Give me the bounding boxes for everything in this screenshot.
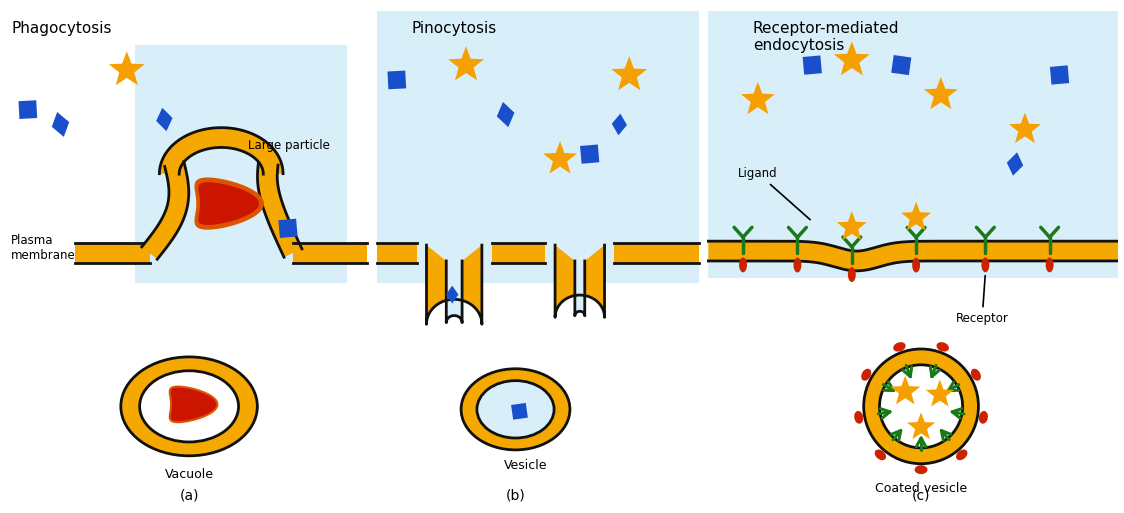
Polygon shape <box>109 51 145 85</box>
Polygon shape <box>179 145 263 174</box>
Text: (b): (b) <box>506 488 525 502</box>
Polygon shape <box>611 56 647 90</box>
Polygon shape <box>293 243 368 263</box>
Polygon shape <box>18 100 37 119</box>
Ellipse shape <box>477 381 554 438</box>
Text: (a): (a) <box>180 488 199 502</box>
Polygon shape <box>543 141 577 173</box>
Polygon shape <box>197 181 261 226</box>
Ellipse shape <box>913 258 921 272</box>
Ellipse shape <box>971 369 981 381</box>
Polygon shape <box>836 211 867 240</box>
Polygon shape <box>1007 152 1023 175</box>
Ellipse shape <box>854 411 863 424</box>
Ellipse shape <box>461 369 570 450</box>
Text: Receptor: Receptor <box>955 275 1008 325</box>
Polygon shape <box>257 163 302 257</box>
Polygon shape <box>446 261 462 323</box>
Circle shape <box>879 365 962 448</box>
Polygon shape <box>611 113 627 135</box>
Polygon shape <box>891 55 912 75</box>
Polygon shape <box>834 42 870 75</box>
Ellipse shape <box>979 411 988 424</box>
Ellipse shape <box>794 258 801 272</box>
Text: Plasma
membrane: Plasma membrane <box>11 234 75 262</box>
Ellipse shape <box>139 371 238 442</box>
FancyBboxPatch shape <box>377 11 698 283</box>
Polygon shape <box>446 286 459 304</box>
Polygon shape <box>492 243 545 263</box>
Polygon shape <box>170 387 217 422</box>
Polygon shape <box>377 243 417 263</box>
Polygon shape <box>615 243 698 263</box>
Polygon shape <box>924 77 958 109</box>
Ellipse shape <box>740 258 747 272</box>
Polygon shape <box>497 102 515 127</box>
Ellipse shape <box>915 465 927 474</box>
Polygon shape <box>279 219 298 238</box>
Text: Coated vesicle: Coated vesicle <box>874 482 967 495</box>
Polygon shape <box>448 46 484 81</box>
Polygon shape <box>1009 112 1041 143</box>
Ellipse shape <box>874 449 886 460</box>
Polygon shape <box>555 245 605 318</box>
Polygon shape <box>160 128 283 174</box>
Polygon shape <box>142 162 189 259</box>
Polygon shape <box>388 71 406 89</box>
Text: Receptor-mediated
endocytosis: Receptor-mediated endocytosis <box>753 21 899 53</box>
Polygon shape <box>580 145 599 164</box>
Ellipse shape <box>1045 258 1053 272</box>
Ellipse shape <box>936 342 949 351</box>
Polygon shape <box>574 261 584 315</box>
Polygon shape <box>708 241 1118 271</box>
Text: Phagocytosis: Phagocytosis <box>11 21 111 35</box>
Ellipse shape <box>120 357 257 456</box>
Polygon shape <box>907 412 935 439</box>
Polygon shape <box>426 245 482 324</box>
Text: Vacuole: Vacuole <box>164 468 214 481</box>
Polygon shape <box>75 243 149 263</box>
Polygon shape <box>196 179 263 228</box>
Ellipse shape <box>957 449 968 460</box>
FancyBboxPatch shape <box>708 11 1118 278</box>
Polygon shape <box>901 202 931 230</box>
Polygon shape <box>926 380 954 406</box>
Ellipse shape <box>981 258 989 272</box>
Polygon shape <box>890 376 921 404</box>
Polygon shape <box>803 55 822 75</box>
Text: Large particle: Large particle <box>248 139 330 152</box>
Text: Vesicle: Vesicle <box>504 459 547 472</box>
FancyBboxPatch shape <box>135 45 347 283</box>
Polygon shape <box>52 112 70 137</box>
Polygon shape <box>511 403 528 420</box>
Polygon shape <box>741 82 774 114</box>
Ellipse shape <box>861 369 871 381</box>
Ellipse shape <box>894 342 906 351</box>
Text: Ligand: Ligand <box>738 167 810 220</box>
Polygon shape <box>156 108 173 131</box>
Text: (c): (c) <box>912 488 931 502</box>
Text: Pinocytosis: Pinocytosis <box>411 21 497 35</box>
Polygon shape <box>1050 65 1069 85</box>
Ellipse shape <box>847 267 855 282</box>
Circle shape <box>863 349 978 464</box>
